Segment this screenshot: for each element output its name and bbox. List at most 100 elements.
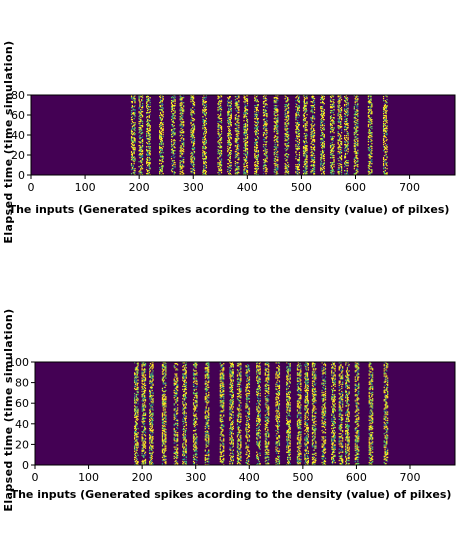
- spike-cell: [284, 154, 286, 156]
- spike-cell: [180, 156, 182, 158]
- spike-cell: [217, 123, 219, 125]
- spike-cell: [141, 408, 143, 410]
- spike-cell: [320, 158, 322, 160]
- spike-cell: [256, 145, 259, 147]
- spike-cell: [306, 101, 308, 103]
- spike-cell: [255, 100, 257, 102]
- spike-cell: [204, 115, 207, 117]
- spike-cell: [370, 169, 372, 171]
- spike-cell: [273, 121, 275, 123]
- spike-cell: [264, 171, 266, 173]
- spike-cell: [330, 162, 333, 164]
- spike-cell: [230, 162, 232, 164]
- spike-cell: [353, 145, 355, 147]
- spike-cell: [305, 127, 307, 129]
- spike-cell: [135, 406, 137, 408]
- spike-cell: [161, 115, 163, 117]
- spike-cell: [303, 133, 305, 135]
- spike-cell: [345, 160, 347, 162]
- spike-cell: [313, 100, 316, 102]
- spike-cell: [130, 95, 133, 97]
- spike-cell: [159, 160, 161, 162]
- spike-cell: [160, 166, 162, 168]
- spike-cell: [313, 130, 316, 132]
- spike-cell: [284, 158, 286, 160]
- spike-cell: [174, 147, 176, 149]
- spike-cell: [367, 107, 370, 109]
- spike-cell: [298, 139, 301, 141]
- spike-cell: [285, 139, 287, 141]
- spike-cell: [331, 120, 333, 122]
- spike-cell: [237, 150, 239, 152]
- spike-cell: [354, 144, 356, 146]
- spike-cell: [173, 130, 175, 132]
- spike-cell: [134, 401, 137, 403]
- spike-cell: [311, 136, 313, 138]
- spike-cell: [141, 148, 143, 150]
- spike-cell: [354, 149, 356, 151]
- spike-cell: [244, 111, 246, 113]
- spike-cell: [305, 163, 307, 165]
- spike-cell: [357, 171, 359, 173]
- spike-cell: [370, 145, 372, 147]
- spike-cell: [133, 100, 135, 102]
- spike-cell: [134, 427, 137, 430]
- spike-cell: [303, 108, 305, 110]
- spike-cell: [370, 154, 372, 156]
- spike-cell: [203, 165, 205, 167]
- spike-cell: [354, 158, 356, 160]
- spike-cell: [219, 103, 221, 105]
- spike-cell: [274, 153, 276, 155]
- spike-cell: [137, 411, 139, 413]
- spike-cell: [321, 157, 323, 159]
- spike-cell: [344, 110, 346, 112]
- spike-cell: [254, 151, 256, 153]
- spike-cell: [321, 144, 323, 146]
- spike-cell: [264, 124, 266, 126]
- spike-cell: [313, 136, 315, 138]
- spike-cell: [133, 140, 135, 142]
- spike-cell: [193, 147, 196, 149]
- spike-cell: [179, 104, 181, 106]
- spike-cell: [303, 142, 305, 144]
- spike-cell: [320, 153, 322, 155]
- spike-cell: [356, 104, 358, 106]
- spike-cell: [149, 167, 151, 169]
- spike-cell: [229, 107, 232, 109]
- spike-cell: [235, 118, 237, 120]
- spike-cell: [227, 150, 229, 152]
- y-tick-label: 80: [11, 89, 25, 102]
- spike-cell: [217, 153, 219, 155]
- spike-cell: [192, 138, 194, 140]
- spike-cell: [180, 138, 182, 140]
- spike-cell: [137, 401, 139, 403]
- spike-cell: [149, 376, 151, 378]
- spike-cell: [180, 100, 182, 102]
- spike-cell: [286, 153, 288, 155]
- spike-cell: [254, 173, 256, 175]
- spike-cell: [204, 137, 206, 139]
- spike-cell: [146, 158, 148, 160]
- spike-cell: [304, 119, 306, 121]
- spike-cell: [132, 109, 134, 111]
- spike-cell: [355, 118, 357, 120]
- spike-cell: [323, 145, 325, 147]
- spike-cell: [132, 166, 134, 168]
- spike-cell: [284, 108, 286, 110]
- spike-cell: [339, 152, 341, 154]
- spike-cell: [367, 171, 370, 173]
- spike-cell: [255, 144, 258, 146]
- spike-cell: [204, 121, 207, 123]
- spike-cell: [295, 140, 297, 142]
- spike-cell: [149, 111, 151, 113]
- spike-cell: [159, 133, 162, 135]
- spike-cell: [321, 134, 324, 136]
- spike-cell: [246, 163, 248, 165]
- x-tick-label: 500: [291, 181, 312, 194]
- spike-cell: [331, 153, 333, 155]
- spike-cell: [353, 142, 355, 144]
- spike-cell: [203, 137, 205, 139]
- spike-cell: [219, 173, 221, 175]
- spike-cell: [338, 169, 340, 171]
